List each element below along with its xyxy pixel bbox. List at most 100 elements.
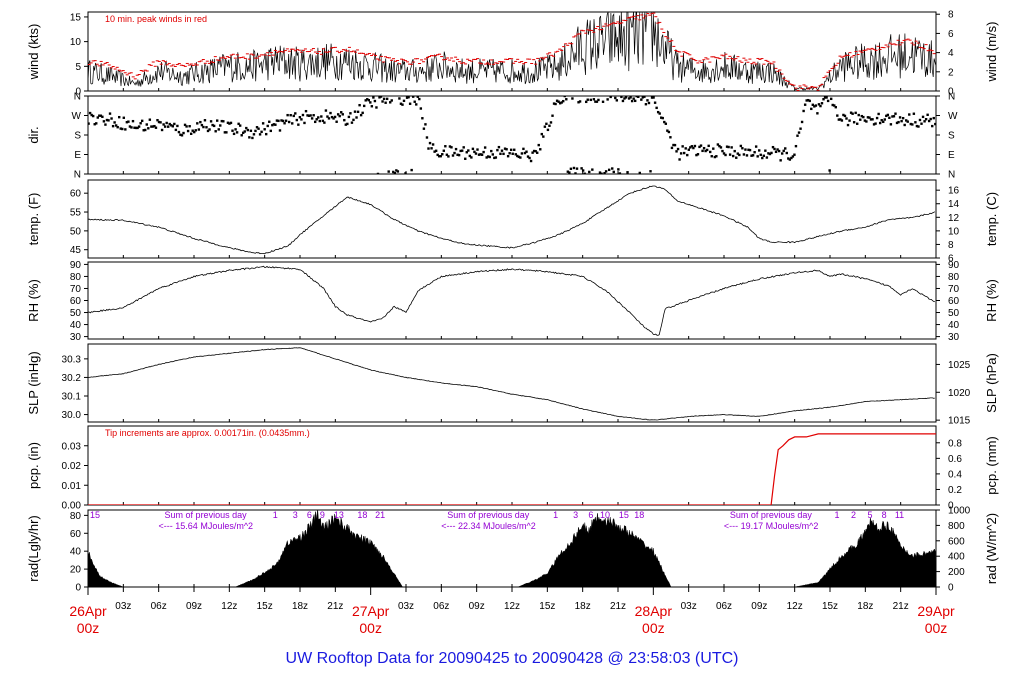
dir-point xyxy=(632,97,635,100)
dir-point xyxy=(777,149,781,153)
dir-point xyxy=(673,143,677,147)
rh-right-tick-label: 80 xyxy=(948,272,960,283)
x-tick-label: 06z xyxy=(716,601,732,612)
dir-point xyxy=(523,151,527,155)
dir-point xyxy=(898,116,902,119)
dir-point xyxy=(93,123,96,126)
dir-point xyxy=(701,149,704,153)
uv-index-label: 8 xyxy=(882,510,887,520)
dir-point xyxy=(736,152,739,155)
dir-point xyxy=(614,96,617,100)
rh-ylabel-left: RH (%) xyxy=(26,279,41,322)
uv-index-label: 21 xyxy=(375,510,385,520)
dir-point xyxy=(321,119,325,123)
dir-point xyxy=(735,156,738,159)
rad-left-tick-label: 20 xyxy=(70,565,82,576)
dir-point xyxy=(287,120,291,124)
x-tick-label: 15z xyxy=(822,601,838,612)
dir-point xyxy=(405,96,409,99)
dir-point xyxy=(797,131,801,134)
date-label: 28Apr xyxy=(635,603,673,619)
dir-point xyxy=(554,102,557,106)
dir-point xyxy=(794,144,798,148)
dir-point xyxy=(370,105,374,108)
dir-point xyxy=(304,109,308,113)
dir-point xyxy=(200,123,204,127)
dir-point xyxy=(500,149,504,152)
dir-point xyxy=(759,153,762,157)
dir-point xyxy=(851,112,854,115)
dir-point xyxy=(718,144,721,148)
uv-index-label: 6 xyxy=(588,510,593,520)
rh-line xyxy=(88,265,935,336)
dir-point xyxy=(791,155,795,158)
dir-point xyxy=(658,112,661,115)
dir-point xyxy=(860,114,863,118)
dir-point xyxy=(398,97,401,100)
dir-point xyxy=(147,127,150,130)
dir-point xyxy=(637,96,640,99)
dir-point xyxy=(790,156,793,160)
dir-point xyxy=(479,153,482,156)
dir-point xyxy=(464,157,467,160)
dir-point xyxy=(653,101,657,104)
dir-point xyxy=(174,128,178,132)
dir-point xyxy=(396,170,400,173)
x-tick-label: 18z xyxy=(292,601,308,612)
dir-point xyxy=(695,153,698,157)
dir-point xyxy=(505,148,508,151)
x-tick-label: 03z xyxy=(115,601,131,612)
dir-point xyxy=(315,118,318,121)
dir-point xyxy=(450,146,453,149)
dir-point xyxy=(91,114,95,118)
x-axis: 03z 06z 09z 12z 15z 18z 21z 03z 06z 09z 12z 15z 18z 2… xyxy=(69,587,955,636)
dir-point xyxy=(131,119,135,123)
dir-point xyxy=(457,153,461,157)
dir-point xyxy=(682,151,686,155)
uv-index-label: 6 xyxy=(307,510,312,520)
dir-point xyxy=(508,152,511,155)
dir-point xyxy=(823,96,827,99)
dir-point xyxy=(286,113,289,117)
dir-point xyxy=(543,125,547,128)
rad-sum-label: Sum of previous day xyxy=(730,510,813,520)
dir-point xyxy=(900,119,903,123)
dir-point xyxy=(189,132,193,135)
dir-point xyxy=(202,125,205,129)
dir-point xyxy=(416,96,419,98)
dir-point xyxy=(534,150,537,153)
dir-point xyxy=(704,149,707,153)
dir-point xyxy=(448,145,452,148)
dir-point xyxy=(663,120,666,124)
dir-point xyxy=(537,143,540,147)
dir-point xyxy=(601,100,605,103)
dir-point xyxy=(493,156,496,160)
dir-point xyxy=(536,151,539,154)
dir-point xyxy=(583,172,586,174)
dir-left-tick-label: N xyxy=(74,92,81,103)
pcp-right-tick-label: 0.4 xyxy=(948,469,962,480)
dir-point xyxy=(522,147,525,151)
dir-point xyxy=(880,119,883,122)
rad-right-tick-label: 200 xyxy=(948,567,965,578)
dir-point xyxy=(528,156,531,160)
dir-point xyxy=(577,101,580,104)
dir-point xyxy=(765,156,769,159)
dir-point xyxy=(909,122,912,126)
dir-point xyxy=(693,144,697,148)
dir-point xyxy=(197,128,201,131)
dir-point xyxy=(776,148,779,151)
dir-point xyxy=(784,147,787,150)
dir-point xyxy=(252,133,256,136)
rad-right-tick-label: 1000 xyxy=(948,506,971,517)
dir-point xyxy=(116,125,119,129)
dir-point xyxy=(433,150,436,153)
dir-point xyxy=(499,152,502,156)
dir-point xyxy=(111,124,115,128)
dir-point xyxy=(516,154,519,158)
dir-point xyxy=(921,115,925,119)
dir-point xyxy=(335,120,338,123)
dir-point xyxy=(875,116,879,120)
date-hour-label: 00z xyxy=(359,620,382,636)
dir-point xyxy=(130,126,133,129)
